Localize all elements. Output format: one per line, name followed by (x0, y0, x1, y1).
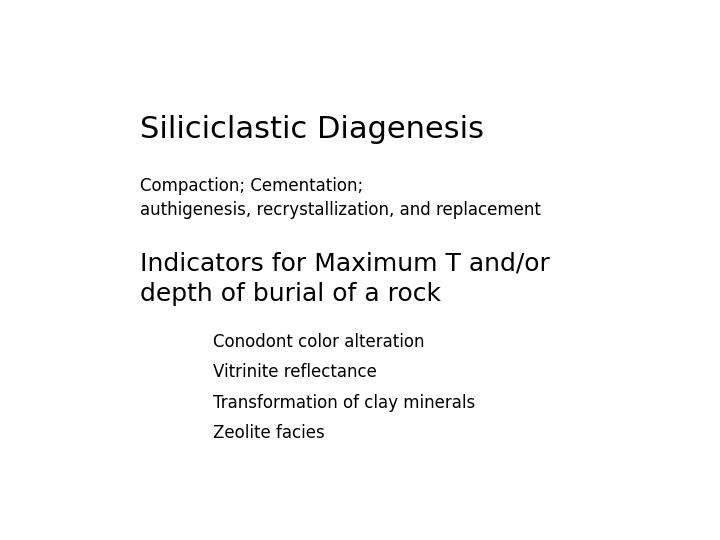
Text: Zeolite facies: Zeolite facies (213, 424, 325, 442)
Text: Siliciclastic Diagenesis: Siliciclastic Diagenesis (140, 114, 485, 144)
Text: Conodont color alteration: Conodont color alteration (213, 333, 424, 351)
Text: Compaction; Cementation;
authigenesis, recrystallization, and replacement: Compaction; Cementation; authigenesis, r… (140, 177, 541, 219)
Text: Transformation of clay minerals: Transformation of clay minerals (213, 394, 475, 411)
Text: Indicators for Maximum T and/or
depth of burial of a rock: Indicators for Maximum T and/or depth of… (140, 252, 550, 306)
Text: Vitrinite reflectance: Vitrinite reflectance (213, 363, 377, 381)
